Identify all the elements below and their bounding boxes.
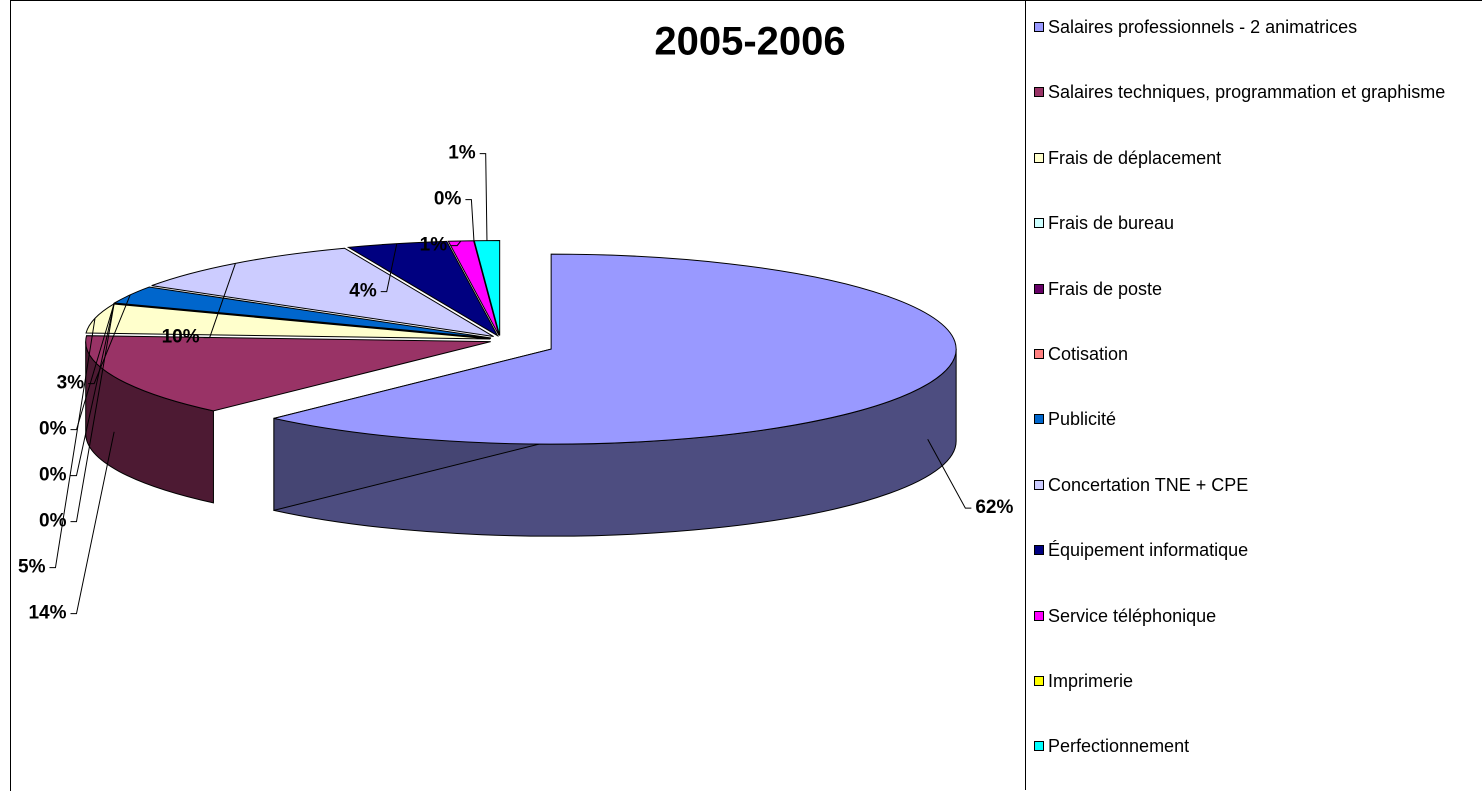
data-label: 62% xyxy=(975,497,1013,518)
legend-swatch xyxy=(1034,545,1044,556)
legend-label: Frais de poste xyxy=(1048,278,1163,299)
leader-line xyxy=(49,318,96,569)
leader-line xyxy=(203,263,236,339)
legend-swatch xyxy=(1034,87,1044,98)
leader-line xyxy=(70,303,115,431)
legend-swatch xyxy=(1034,676,1044,686)
legend-label: Salaires professionnels - 2 animatrices xyxy=(1048,17,1358,37)
leader-line xyxy=(70,303,115,477)
leader-line xyxy=(479,153,488,241)
data-label: 0% xyxy=(39,419,67,440)
legend-swatch xyxy=(1034,152,1044,163)
legend-label: Service téléphonique xyxy=(1048,605,1217,626)
data-label: 14% xyxy=(28,603,66,624)
legend-swatch xyxy=(1034,479,1044,490)
legend-label: Frais de déplacement xyxy=(1048,147,1222,168)
data-labels: 62% 14% 5% 0% 0% 0% 3% 10% 4% 1% 0% 1% xyxy=(18,143,1013,624)
legend-label: Publicité xyxy=(1048,409,1117,430)
slice xyxy=(112,286,492,339)
legend-label: Perfectionnement xyxy=(1048,736,1190,757)
leader-line xyxy=(70,303,115,523)
leader-line xyxy=(70,431,115,615)
data-label: 0% xyxy=(39,465,67,486)
chart: 2005-2006 62% 14% 5% 0% 0% 0% 3% 10% 4% 1% 0% 1% xyxy=(10,0,1025,791)
legend-swatch xyxy=(1034,610,1044,621)
legend-swatch xyxy=(1034,218,1044,229)
data-label: 1% xyxy=(448,143,476,164)
data-label: 5% xyxy=(18,557,46,578)
legend-label: Concertation TNE + CPE xyxy=(1048,474,1249,495)
leader-line xyxy=(451,240,462,247)
legend-label: Équipement informatique xyxy=(1048,540,1249,561)
data-label: 4% xyxy=(349,281,377,302)
data-label: 10% xyxy=(162,327,200,348)
slice xyxy=(473,240,501,336)
legend: Salaires professionnels - 2 animatrices S… xyxy=(1025,0,1482,790)
legend-swatch xyxy=(1034,22,1044,32)
legend-label: Salaires techniques, programmation et gr… xyxy=(1048,82,1446,103)
legend-swatch xyxy=(1034,283,1044,294)
legend-label: Frais de bureau xyxy=(1048,213,1175,234)
leader-line xyxy=(465,199,475,241)
leader-line xyxy=(88,294,131,385)
slice xyxy=(273,253,957,445)
data-label: 3% xyxy=(57,373,85,394)
chart-title: 2005-2006 xyxy=(654,20,845,64)
legend-swatch xyxy=(1034,349,1044,359)
legend-label: Cotisation xyxy=(1048,344,1129,364)
legend-swatch xyxy=(1034,741,1044,752)
slice-tops xyxy=(85,240,957,445)
leader-line xyxy=(927,439,972,509)
legend-label: Imprimerie xyxy=(1048,671,1134,691)
slice xyxy=(85,335,491,412)
data-label: 0% xyxy=(434,189,462,210)
leader-line xyxy=(380,243,398,293)
data-label: 1% xyxy=(420,235,448,256)
data-label: 0% xyxy=(39,511,67,532)
legend-swatch xyxy=(1034,414,1044,425)
